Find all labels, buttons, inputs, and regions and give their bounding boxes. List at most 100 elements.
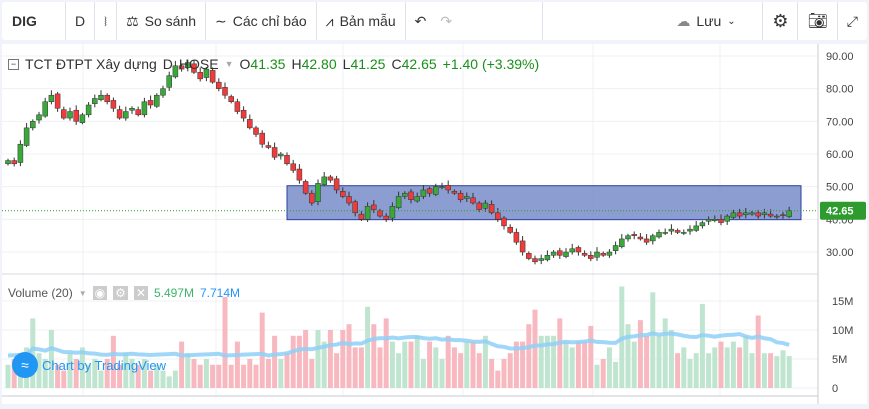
close-icon[interactable]: ✕ xyxy=(133,286,148,300)
fullscreen-button[interactable]: ⤢ xyxy=(838,2,867,40)
volume-bar xyxy=(48,330,54,388)
volume-bar xyxy=(371,324,377,388)
volume-bar xyxy=(278,359,284,388)
volume-bar xyxy=(681,347,687,388)
candle xyxy=(315,183,321,202)
interval-button[interactable]: D xyxy=(66,2,96,40)
volume-bar xyxy=(768,353,774,388)
tradingview-watermark[interactable]: ≈ Chart by TradingView xyxy=(12,352,166,378)
volume-bar xyxy=(588,325,594,388)
redo-icon[interactable]: ↷ xyxy=(440,12,453,29)
indicators-button[interactable]: ∼ Các chỉ báo xyxy=(206,2,317,40)
volume-bar xyxy=(383,318,389,388)
candle xyxy=(612,245,619,251)
volume-bar xyxy=(377,347,383,388)
volume-ma-line xyxy=(7,331,790,358)
volume-bar xyxy=(67,353,73,388)
candle xyxy=(687,228,693,232)
volume-bar xyxy=(334,353,340,388)
settings-button[interactable]: ⚙ xyxy=(763,2,799,40)
candle xyxy=(197,72,203,80)
volume-bar xyxy=(253,364,259,388)
volume-bar xyxy=(408,341,414,388)
chevron-down-icon[interactable]: ⌄ xyxy=(727,15,736,27)
candle xyxy=(42,101,48,117)
collapse-icon[interactable]: − xyxy=(8,58,19,70)
volume-bar xyxy=(749,353,755,388)
candle xyxy=(259,132,265,145)
price-tick-label: 60.00 xyxy=(826,149,854,161)
candle xyxy=(718,219,724,223)
volume-bar xyxy=(340,330,346,388)
volume-bar xyxy=(327,330,333,388)
volume-bar xyxy=(36,353,42,388)
volume-bar xyxy=(234,341,240,388)
candle xyxy=(631,234,637,236)
candle xyxy=(650,235,656,242)
volume-value: 5.497M xyxy=(153,286,194,300)
gear-icon[interactable]: ⚙ xyxy=(113,286,128,300)
screenshot-button[interactable]: 📷︎ xyxy=(798,2,838,40)
volume-bar xyxy=(210,364,216,388)
candle xyxy=(705,219,712,222)
candle xyxy=(54,93,61,109)
candle xyxy=(116,109,123,119)
chart-type-button[interactable]: ⧘ xyxy=(95,2,118,40)
candle xyxy=(767,213,774,217)
candle xyxy=(228,96,234,102)
candle xyxy=(420,189,427,197)
price-tick-label: 50.00 xyxy=(826,182,854,194)
symbol-button[interactable]: DIG xyxy=(2,2,66,40)
visibility-icon[interactable]: ◉ xyxy=(92,286,108,300)
volume-bar xyxy=(98,370,104,388)
volume-bar xyxy=(637,320,643,388)
volume-bar xyxy=(272,335,278,388)
candle xyxy=(129,108,135,111)
candle xyxy=(278,153,284,157)
volume-bar xyxy=(117,364,123,388)
volume-bar xyxy=(141,359,147,388)
candle xyxy=(681,232,687,234)
candle xyxy=(135,109,141,116)
volume-bar xyxy=(290,335,296,388)
candle xyxy=(755,212,761,217)
low-value: 41.25 xyxy=(350,56,386,72)
volume-bar xyxy=(687,359,693,388)
legend-exchange: HOSE xyxy=(178,56,219,72)
templates-label: Bản mẫu xyxy=(339,13,396,29)
candle xyxy=(11,160,17,165)
volume-bar xyxy=(303,330,309,388)
volume-bar xyxy=(563,341,569,388)
candle xyxy=(668,228,675,232)
chart-area[interactable]: 90.00 80.00 70.00 60.00 50.00 40.00 30.00 15M 10… xyxy=(2,44,867,404)
dropdown-icon[interactable]: ▼ xyxy=(224,59,234,69)
volume-bar xyxy=(396,353,402,388)
volume-bar xyxy=(613,361,619,388)
price-tick-label: 70.00 xyxy=(826,116,854,128)
volume-bar xyxy=(662,318,668,388)
templates-icon: ⩘ xyxy=(325,12,334,29)
volume-bar xyxy=(5,364,11,388)
symbol-legend: − TCT ĐTPT Xây dựng D HOSE ▼ O41.35 H42.80 … xyxy=(8,56,539,72)
volume-bar xyxy=(445,335,451,388)
volume-bar xyxy=(538,335,544,388)
compare-button[interactable]: ⚖ So sánh xyxy=(117,2,206,40)
volume-bar xyxy=(718,341,724,388)
candle xyxy=(464,196,470,199)
candle xyxy=(408,191,414,200)
templates-button[interactable]: ⩘ Bản mẫu xyxy=(317,2,406,40)
volume-bar xyxy=(228,364,234,388)
volume-bar xyxy=(420,359,426,388)
chart-canvas[interactable]: 90.0080.0070.0060.0050.0040.0030.0015M10… xyxy=(2,44,867,404)
volume-bar xyxy=(79,347,85,388)
candle xyxy=(309,192,315,204)
volume-bar xyxy=(129,359,135,388)
volume-bar xyxy=(73,359,79,388)
save-button[interactable]: ☁ Lưu ⌄ xyxy=(667,2,764,40)
candle xyxy=(23,127,30,146)
candle xyxy=(340,191,346,197)
volume-bar xyxy=(389,341,395,388)
undo-icon[interactable]: ↶ xyxy=(414,12,427,29)
volume-bar xyxy=(296,335,302,388)
candle xyxy=(160,88,166,96)
